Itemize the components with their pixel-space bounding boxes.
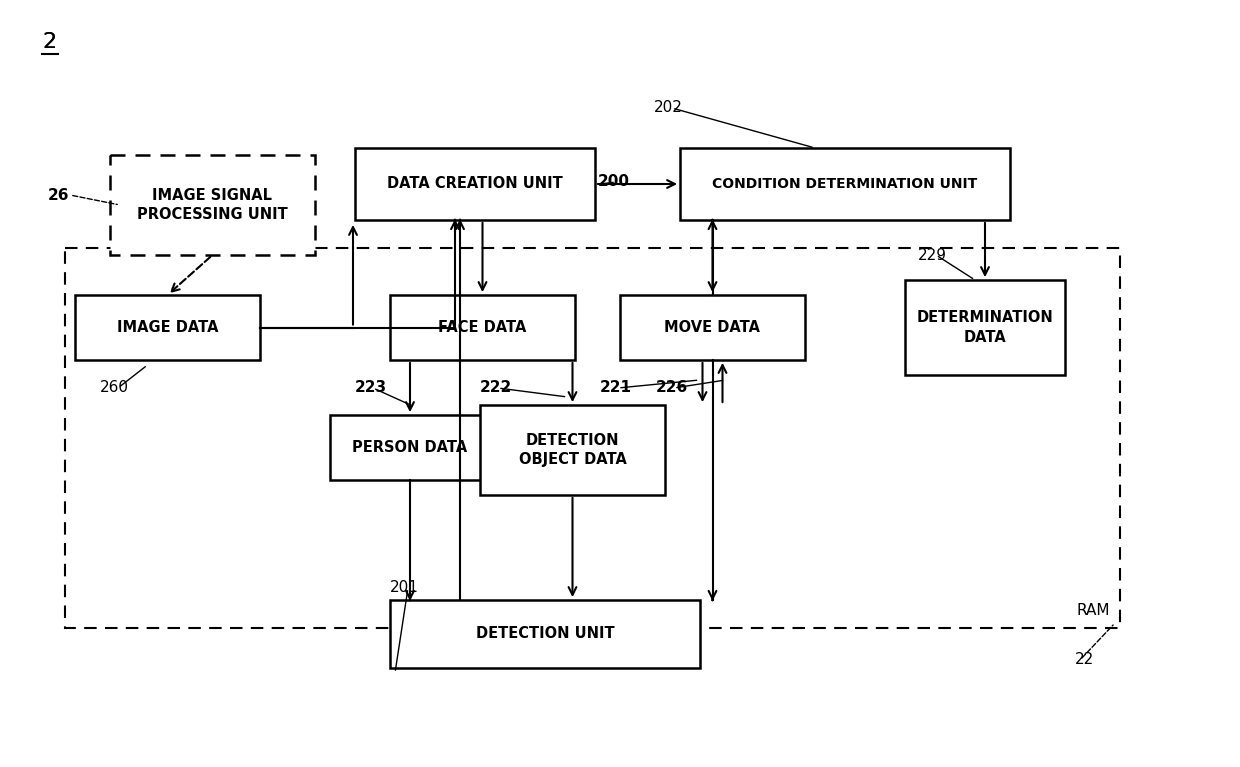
Text: RAM: RAM [1076,603,1110,618]
Text: DETERMINATION
DATA: DETERMINATION DATA [916,310,1053,345]
Bar [391,295,575,360]
Bar [680,148,1011,220]
Text: 26: 26 [48,187,69,202]
Text: DATA CREATION UNIT: DATA CREATION UNIT [387,176,563,192]
Text: PERSON DATA: PERSON DATA [352,440,467,455]
Text: DETECTION
OBJECT DATA: DETECTION OBJECT DATA [518,433,626,467]
Text: DETECTION UNIT: DETECTION UNIT [476,627,614,641]
Bar [330,415,490,480]
Text: CONDITION DETERMINATION UNIT: CONDITION DETERMINATION UNIT [712,177,977,191]
Bar [620,295,805,360]
Text: 22: 22 [1075,653,1094,667]
Bar [905,280,1065,375]
Text: 260: 260 [100,380,129,396]
Bar [110,155,315,255]
Text: IMAGE DATA: IMAGE DATA [117,320,218,335]
Text: 221: 221 [600,380,632,396]
Text: MOVE DATA: MOVE DATA [665,320,760,335]
Bar [391,600,701,668]
Text: 229: 229 [918,248,947,262]
Text: 200: 200 [598,175,630,189]
Text: 223: 223 [355,380,387,396]
Bar [355,148,595,220]
Text: 2: 2 [42,32,56,52]
Text: FACE DATA: FACE DATA [438,320,527,335]
Text: 2: 2 [42,32,56,52]
Bar [480,405,665,495]
Text: IMAGE SIGNAL
PROCESSING UNIT: IMAGE SIGNAL PROCESSING UNIT [138,188,288,222]
Text: 226: 226 [656,380,688,396]
Text: 222: 222 [480,380,512,396]
Bar [74,295,260,360]
Bar [64,248,1120,628]
Text: 202: 202 [653,100,683,116]
Text: 201: 201 [391,581,419,595]
